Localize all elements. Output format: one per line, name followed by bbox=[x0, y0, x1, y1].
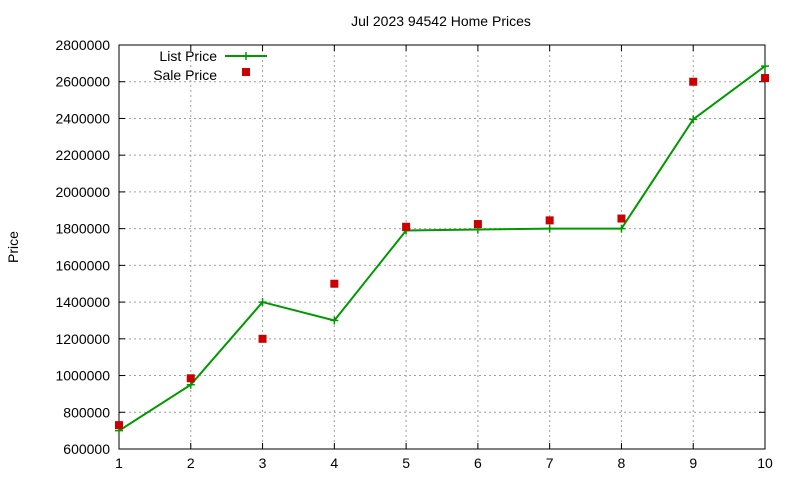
series bbox=[115, 62, 769, 435]
y-tick-label: 600000 bbox=[63, 441, 110, 457]
y-tick-label: 2600000 bbox=[55, 74, 110, 90]
legend-square-marker bbox=[242, 68, 250, 76]
sale-price-point bbox=[689, 77, 698, 86]
x-tick-label: 4 bbox=[330, 455, 338, 471]
y-tick-label: 1200000 bbox=[55, 331, 110, 347]
x-tick-label: 1 bbox=[115, 455, 123, 471]
y-tick-label: 2800000 bbox=[55, 37, 110, 53]
sale-price-point bbox=[115, 421, 123, 430]
legend: List Price Sale Price bbox=[153, 48, 267, 83]
list-price-point bbox=[617, 224, 626, 233]
sale-price-point bbox=[258, 334, 267, 343]
list-price-point bbox=[545, 224, 554, 233]
sale-price-point bbox=[330, 279, 339, 288]
y-tick-label: 1600000 bbox=[55, 257, 110, 273]
list-price-point bbox=[761, 62, 769, 71]
y-tick-label: 2400000 bbox=[55, 110, 110, 126]
y-tick-label: 1800000 bbox=[55, 221, 110, 237]
legend-label: List Price bbox=[159, 48, 217, 64]
series-1 bbox=[115, 74, 769, 430]
y-tick-label: 1000000 bbox=[55, 368, 110, 384]
series-0 bbox=[115, 62, 769, 435]
y-tick-label: 2200000 bbox=[55, 147, 110, 163]
x-tick-label: 5 bbox=[402, 455, 410, 471]
legend-label: Sale Price bbox=[153, 67, 217, 83]
y-tick-label: 1400000 bbox=[55, 294, 110, 310]
x-tick-label: 6 bbox=[474, 455, 482, 471]
list-price-point bbox=[330, 316, 339, 325]
legend-plus-marker bbox=[242, 52, 250, 60]
x-tick-label: 9 bbox=[689, 455, 697, 471]
sale-price-point bbox=[617, 214, 626, 223]
plot-border bbox=[118, 44, 766, 450]
axis-ticks: 600000 800000 1000000 1200000 1400000 1600000… bbox=[55, 37, 773, 471]
x-tick-label: 3 bbox=[259, 455, 267, 471]
chart-title: Jul 2023 94542 Home Prices bbox=[351, 13, 531, 29]
sale-price-point bbox=[545, 216, 554, 225]
legend-item-1: Sale Price bbox=[153, 67, 250, 83]
x-tick-label: 7 bbox=[546, 455, 554, 471]
list-price-point bbox=[689, 115, 698, 124]
x-tick-label: 2 bbox=[187, 455, 195, 471]
list-price-line bbox=[118, 65, 766, 432]
y-tick-label: 2000000 bbox=[55, 184, 110, 200]
sale-price-point bbox=[186, 374, 195, 383]
legend-item-0: List Price bbox=[159, 48, 267, 64]
sale-price-point bbox=[402, 222, 411, 231]
x-tick-label: 10 bbox=[757, 455, 773, 471]
x-tick-label: 8 bbox=[618, 455, 626, 471]
sale-price-point bbox=[761, 74, 769, 83]
sale-price-point bbox=[473, 220, 482, 229]
grid bbox=[119, 45, 765, 449]
list-price-point bbox=[258, 298, 267, 307]
y-tick-label: 800000 bbox=[63, 404, 110, 420]
y-axis-label: Price bbox=[5, 231, 21, 263]
